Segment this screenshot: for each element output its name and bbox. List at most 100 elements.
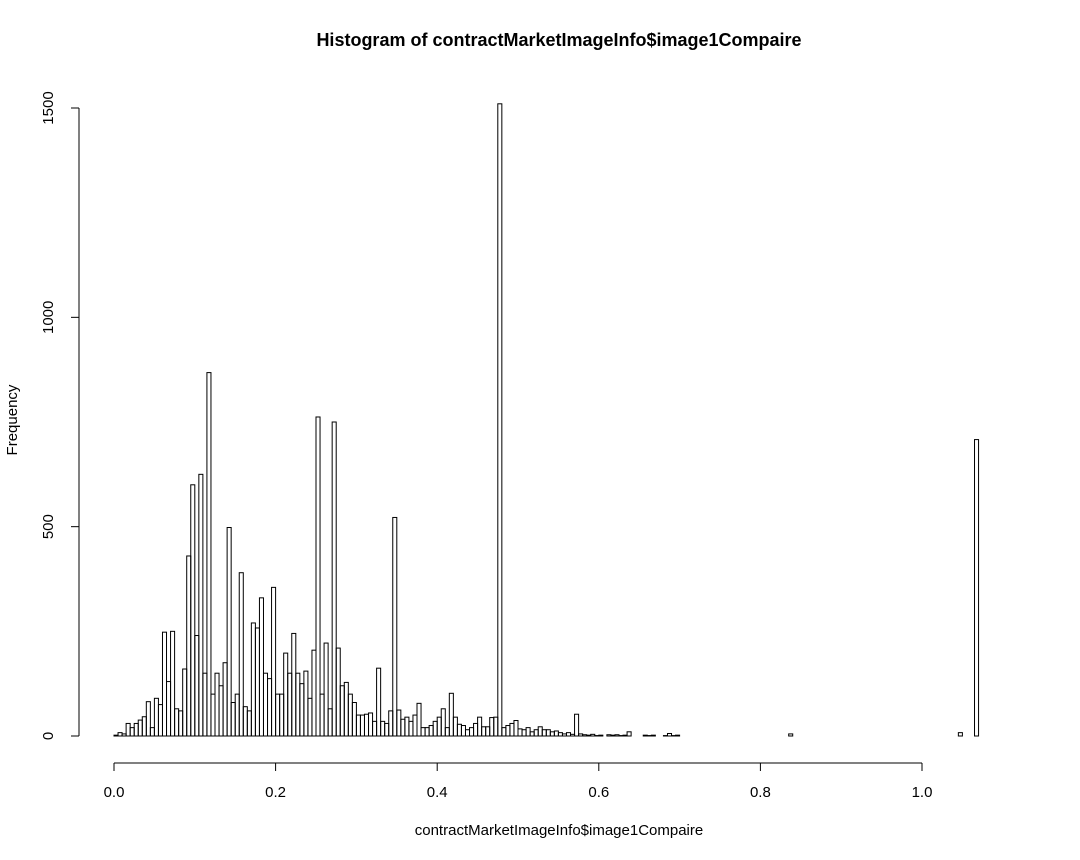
histogram-bar (246, 710, 252, 737)
histogram-bar (198, 473, 204, 737)
histogram-bar (359, 714, 365, 737)
histogram-bar (319, 693, 325, 737)
histogram-bar (574, 713, 580, 737)
histogram-bar (408, 720, 414, 737)
histogram-bar (117, 732, 123, 737)
histogram-bar (396, 709, 402, 737)
histogram-bar (440, 708, 446, 737)
histogram-bar (513, 720, 519, 737)
histogram-bar (149, 727, 155, 737)
histogram-bar (355, 714, 361, 737)
histogram-bar (190, 484, 196, 737)
histogram-bar (351, 702, 357, 737)
histogram-bar (372, 720, 378, 737)
y-axis: 0 500 1000 1500 (40, 91, 80, 740)
histogram-bar (610, 734, 616, 737)
histogram-bar (307, 697, 313, 737)
y-tick-label: 1500 (40, 91, 57, 124)
y-axis-label: Frequency (4, 384, 21, 455)
histogram-bar (258, 597, 264, 737)
histogram-bar (525, 727, 531, 737)
histogram-bar (262, 672, 269, 737)
x-tick-label: 0.8 (750, 784, 771, 801)
histogram-bar (343, 681, 349, 737)
histogram-bar (622, 734, 628, 737)
histogram-bar (432, 720, 438, 737)
histogram-bar (477, 716, 483, 737)
histogram-bar (299, 683, 305, 737)
histogram-bar (113, 734, 119, 737)
histogram-bar (291, 632, 297, 737)
histogram-bar (376, 667, 382, 737)
histogram-bar (565, 732, 572, 737)
histogram-bar (464, 729, 471, 737)
y-tick-label: 0 (40, 732, 57, 740)
histogram-bars (113, 103, 980, 737)
x-tick-label: 0.4 (427, 784, 448, 801)
histogram-bar (174, 708, 180, 737)
histogram-bar (388, 710, 394, 737)
histogram-bar (161, 631, 168, 737)
histogram-bar (182, 668, 188, 737)
histogram-bar (590, 733, 596, 737)
histogram-bar (545, 729, 551, 737)
histogram-bar (166, 681, 172, 737)
histogram-bar (271, 586, 277, 737)
histogram-bar (234, 693, 240, 737)
histogram-bar (557, 732, 563, 737)
histogram-bar (347, 693, 353, 737)
histogram-bar (129, 727, 135, 737)
histogram-bar (675, 734, 681, 737)
histogram-bar (469, 727, 475, 737)
histogram-bar (254, 627, 260, 737)
histogram-bar (287, 672, 293, 737)
histogram-bar (642, 734, 648, 737)
x-tick-label: 0.6 (588, 784, 609, 801)
histogram-bar (222, 662, 228, 737)
histogram-bar (582, 734, 588, 737)
histogram-bar (250, 622, 256, 737)
histogram-bar (315, 416, 321, 737)
histogram-bar (497, 103, 503, 737)
histogram-bar (598, 734, 604, 737)
x-tick-label: 1.0 (912, 784, 933, 801)
histogram-bar (137, 719, 143, 737)
histogram-bar (473, 722, 479, 737)
histogram-bar (485, 726, 491, 737)
histogram-bar (666, 732, 673, 737)
histogram-bar (121, 733, 127, 737)
histogram-bar (133, 722, 139, 737)
histogram-bar (230, 702, 236, 737)
histogram-bar (400, 718, 406, 737)
histogram-bar (788, 733, 794, 737)
histogram-bar (404, 716, 410, 737)
histogram-bar (561, 733, 567, 737)
histogram-bar (242, 706, 248, 737)
histogram-bar (380, 720, 386, 737)
histogram-bar (452, 716, 458, 737)
x-tick-label: 0.2 (265, 784, 286, 801)
histogram-bar (141, 716, 147, 737)
x-tick-label: 0.0 (104, 784, 125, 801)
histogram-bar (331, 421, 337, 737)
histogram-bar (226, 527, 232, 737)
histogram-bar (157, 704, 163, 737)
histogram-bar (202, 672, 208, 737)
histogram-bar (323, 642, 329, 737)
histogram-bar (606, 734, 612, 737)
histogram-bar (153, 697, 159, 737)
histogram-bar (436, 716, 442, 737)
histogram-bar (206, 372, 212, 737)
histogram-bar (125, 722, 131, 737)
histogram-bar (384, 722, 390, 737)
histogram-bar (509, 722, 515, 737)
histogram-bar (501, 727, 507, 737)
histogram-bar (553, 730, 559, 737)
histogram-bar (428, 725, 434, 737)
histogram-bar (529, 731, 535, 737)
histogram-bar (541, 729, 547, 737)
histogram-bar (489, 717, 495, 737)
histogram-bar (327, 708, 333, 737)
histogram-bar (194, 635, 200, 737)
